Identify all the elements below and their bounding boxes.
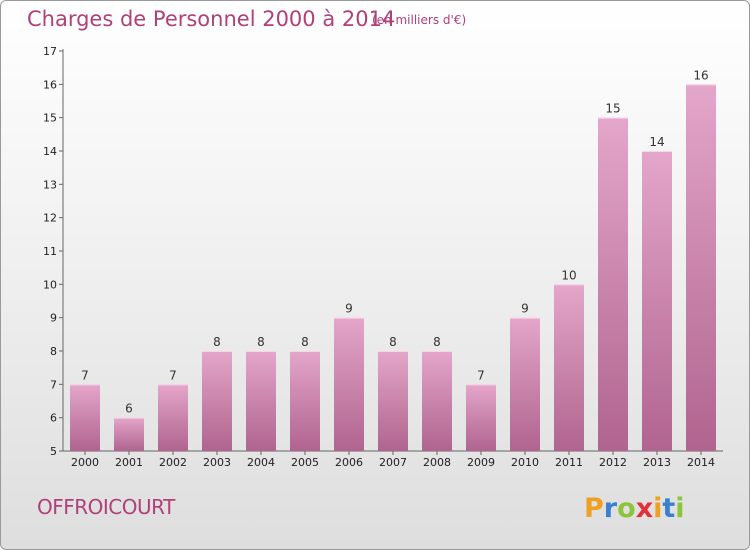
- proxiti-logo: Proxiti: [584, 493, 685, 524]
- bar: [246, 351, 276, 451]
- bar: [598, 117, 628, 452]
- data-label: 9: [345, 302, 353, 316]
- x-tick-label: 2014: [687, 456, 715, 469]
- y-tick-label: 13: [43, 178, 57, 191]
- data-label: 10: [561, 268, 576, 282]
- bar: [334, 317, 364, 451]
- data-label: 6: [125, 402, 133, 416]
- data-label: 14: [649, 135, 664, 149]
- x-tick-label: 2000: [71, 456, 99, 469]
- y-tick-label: 8: [50, 345, 57, 358]
- data-label: 7: [169, 368, 177, 382]
- y-tick-label: 6: [50, 412, 57, 425]
- x-tick-label: 2011: [555, 456, 583, 469]
- y-tick-label: 12: [43, 212, 57, 225]
- bar: [554, 284, 584, 451]
- brand-letter-p: P: [584, 493, 604, 524]
- svg-text:Proxiti: Proxiti: [584, 493, 685, 524]
- brand-letter-x: x: [636, 493, 653, 524]
- y-tick-label: 17: [43, 45, 57, 58]
- data-label: 7: [81, 368, 89, 382]
- y-tick-label: 15: [43, 112, 57, 125]
- y-tick-label: 9: [50, 312, 57, 325]
- bar: [378, 351, 408, 451]
- bar: [70, 384, 100, 451]
- bar: [202, 351, 232, 451]
- bar: [158, 384, 188, 451]
- y-tick-label: 7: [50, 378, 57, 391]
- data-label: 8: [301, 335, 309, 349]
- data-label: 7: [477, 368, 485, 382]
- x-tick-label: 2010: [511, 456, 539, 469]
- data-label: 8: [389, 335, 397, 349]
- brand-letter-o: o: [617, 493, 636, 524]
- x-tick-label: 2013: [643, 456, 671, 469]
- x-tick-label: 2005: [291, 456, 319, 469]
- brand-letter-t: t: [662, 493, 675, 524]
- commune-name: OFFROICOURT: [37, 495, 175, 519]
- data-label: 8: [213, 335, 221, 349]
- data-label: 16: [693, 68, 708, 82]
- bar: [686, 84, 716, 451]
- data-label: 9: [521, 302, 529, 316]
- x-tick-label: 2012: [599, 456, 627, 469]
- brand-letter-i: i: [653, 493, 662, 524]
- brand-letter-i: i: [675, 493, 684, 524]
- x-tick-label: 2002: [159, 456, 187, 469]
- bar: [642, 151, 672, 451]
- x-tick-label: 2004: [247, 456, 275, 469]
- data-label: 8: [433, 335, 441, 349]
- bar: [422, 351, 452, 451]
- data-label: 8: [257, 335, 265, 349]
- x-tick-label: 2001: [115, 456, 143, 469]
- bar: [510, 317, 540, 451]
- x-tick-label: 2009: [467, 456, 495, 469]
- chart-title: Charges de Personnel 2000 à 2014: [27, 7, 396, 31]
- chart-subtitle: (en milliers d'€): [372, 13, 467, 27]
- y-tick-label: 16: [43, 78, 57, 91]
- y-tick-label: 10: [43, 278, 57, 291]
- bar: [466, 384, 496, 451]
- x-tick-label: 2007: [379, 456, 407, 469]
- data-label: 15: [605, 102, 620, 116]
- x-tick-label: 2006: [335, 456, 363, 469]
- y-tick-label: 11: [43, 245, 57, 258]
- brand-letter-r: r: [604, 493, 618, 524]
- bar: [290, 351, 320, 451]
- y-tick-label: 14: [43, 145, 57, 158]
- x-tick-label: 2008: [423, 456, 451, 469]
- bar: [114, 417, 144, 451]
- x-tick-label: 2003: [203, 456, 231, 469]
- y-tick-label: 5: [50, 445, 57, 458]
